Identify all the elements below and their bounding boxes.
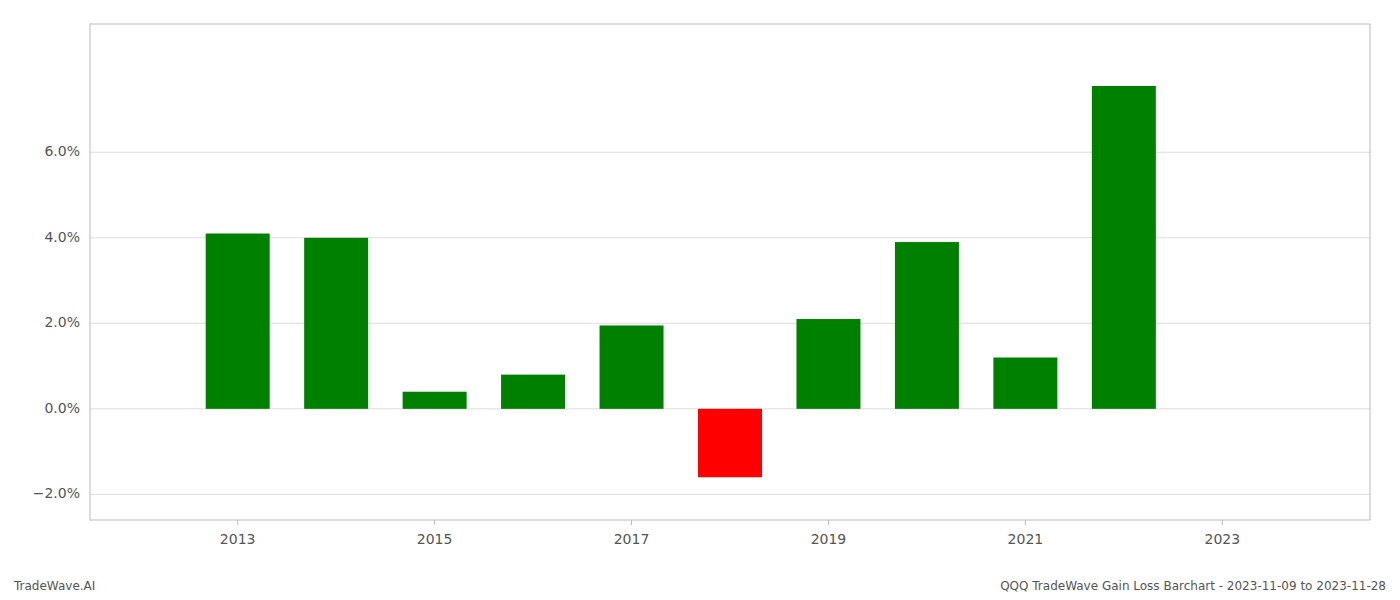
chart-svg: −2.0% 0.0% 2.0% 4.0% 6.0% 2013 2015 2017 2019 202…: [0, 0, 1400, 600]
footer-text: QQQ TradeWave Gain Loss Barchart - 2023-…: [1000, 579, 1386, 593]
y-tick-label: 4.0%: [44, 229, 80, 245]
x-tick: [1222, 520, 1223, 525]
x-tick: [1025, 520, 1026, 525]
y-tick-label: 0.0%: [44, 400, 80, 416]
bars: [206, 86, 1156, 477]
bar: [501, 375, 565, 409]
x-tick: [237, 520, 238, 525]
chart-container: −2.0% 0.0% 2.0% 4.0% 6.0% 2013 2015 2017 2019 202…: [0, 0, 1400, 600]
x-tick: [828, 520, 829, 525]
x-axis: 2013 2015 2017 2019 2021 2023: [220, 520, 1240, 547]
page: {"chart_data": {"type": "bar", "x": [201…: [0, 0, 1400, 600]
grid-line: [90, 152, 1370, 153]
bar: [698, 409, 762, 477]
y-tick-label: 6.0%: [44, 143, 80, 159]
grid-line: [90, 237, 1370, 238]
bar: [403, 392, 467, 409]
x-tick-label: 2023: [1204, 531, 1240, 547]
x-tick-label: 2019: [811, 531, 847, 547]
grid-line: [90, 323, 1370, 324]
plot-frame: [90, 24, 1370, 520]
grid-line: [90, 494, 1370, 495]
y-tick-label: 2.0%: [44, 314, 80, 330]
y-tick-label: −2.0%: [33, 485, 80, 501]
x-tick-label: 2017: [614, 531, 650, 547]
bar: [1190, 408, 1254, 409]
grid: [90, 152, 1370, 494]
bar: [796, 319, 860, 409]
y-axis: −2.0% 0.0% 2.0% 4.0% 6.0%: [33, 143, 80, 501]
x-tick: [434, 520, 435, 525]
footer-text: TradeWave.AI: [13, 579, 95, 593]
bar: [993, 358, 1057, 409]
x-tick-label: 2013: [220, 531, 256, 547]
bar: [895, 242, 959, 409]
bar: [304, 238, 368, 409]
bar: [1092, 86, 1156, 409]
bar: [206, 234, 270, 409]
x-tick-label: 2021: [1008, 531, 1044, 547]
x-tick-label: 2015: [417, 531, 453, 547]
bar: [600, 325, 664, 408]
x-tick: [631, 520, 632, 525]
